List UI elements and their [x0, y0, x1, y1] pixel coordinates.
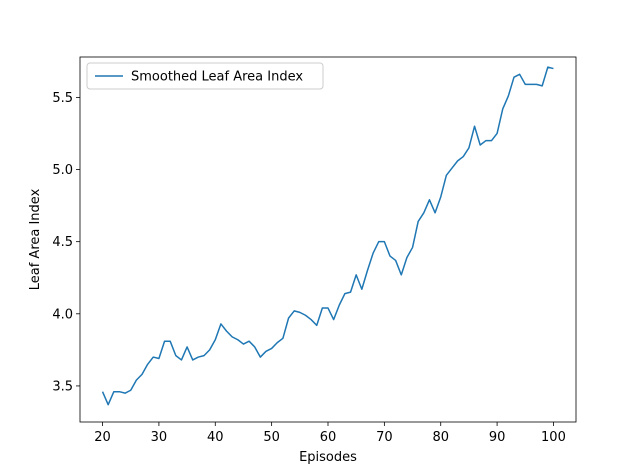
x-tick-label: 40: [207, 430, 224, 445]
x-tick-label: 20: [94, 430, 111, 445]
y-axis-label: Leaf Area Index: [28, 188, 43, 290]
x-tick-label: 50: [263, 430, 280, 445]
x-tick-label: 90: [489, 430, 506, 445]
series-line-0: [101, 66, 554, 406]
series-layer: [101, 66, 554, 406]
y-tick-label: 4.5: [52, 235, 73, 250]
legend-box: [86, 62, 324, 90]
x-tick-label: 70: [376, 430, 393, 445]
legend-entry-label: Smoothed Leaf Area Index: [131, 70, 303, 85]
x-axis-ticks: 20 30 40 50 60 70 80 90 100: [94, 422, 566, 445]
x-tick-label: 60: [320, 430, 337, 445]
x-tick-label: 30: [151, 430, 168, 445]
axes-background: [80, 57, 576, 422]
legend: Smoothed Leaf Area Index: [86, 62, 324, 90]
y-tick-label: 3.5: [52, 379, 73, 394]
plot-area: [80, 57, 576, 422]
y-tick-label: 5.5: [52, 91, 73, 106]
x-axis-label: Episodes: [299, 450, 357, 465]
x-tick-label: 100: [541, 430, 566, 445]
y-tick-label: 4.0: [52, 307, 73, 322]
x-tick-label: 80: [432, 430, 449, 445]
y-tick-label: 5.0: [52, 163, 73, 178]
y-axis-ticks: 3.5 4.0 4.5 5.0 5.5: [52, 91, 80, 394]
